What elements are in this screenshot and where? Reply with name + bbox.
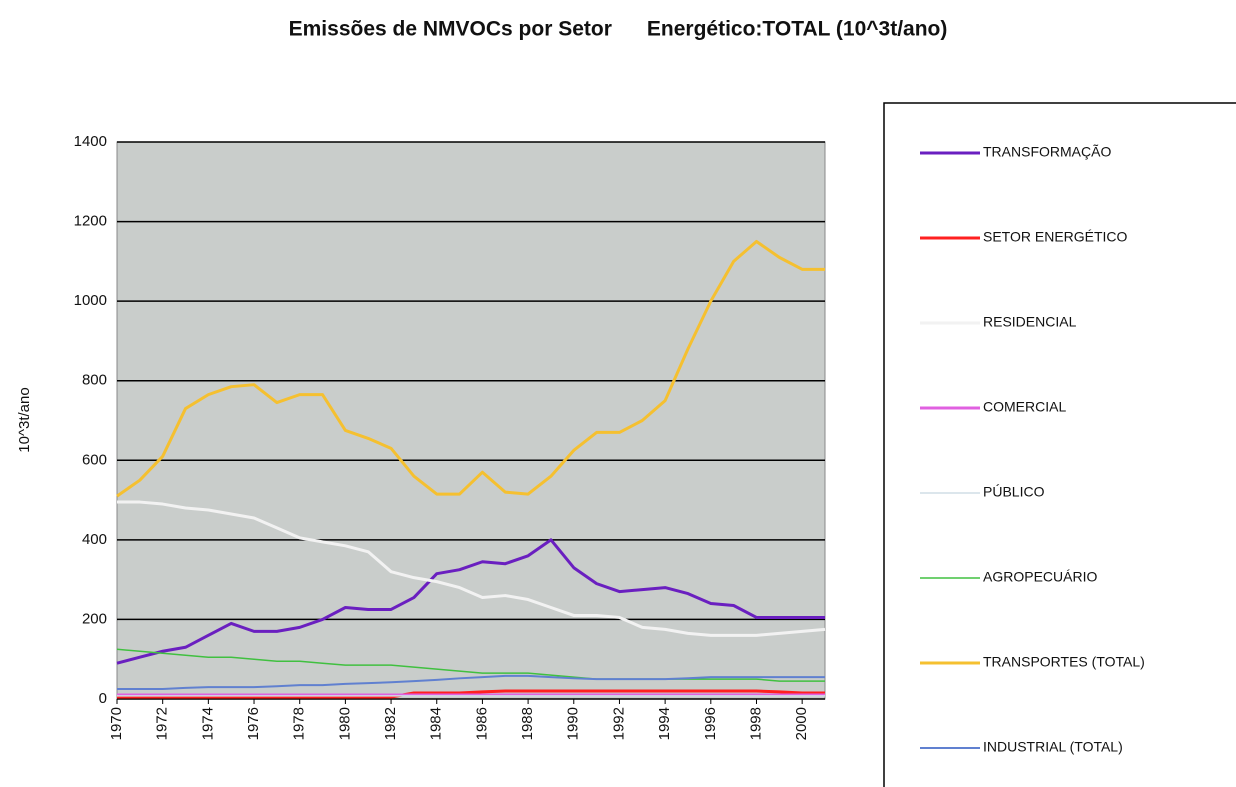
series-line [116,538,825,665]
x-tick-label: 2000 [793,707,810,740]
x-tick-label: 1988 [519,707,536,740]
legend-label: RESIDENCIAL [983,314,1077,330]
series-line [117,500,826,637]
y-tick-label: 1200 [74,213,107,230]
x-tick-label: 1982 [382,707,399,740]
y-tick-label: 400 [82,531,107,548]
series-line [116,239,825,498]
x-tick-label: 1996 [702,707,719,740]
legend-label: TRANSPORTES (TOTAL) [983,654,1145,670]
y-tick-label: 600 [82,451,107,468]
x-tick-label: 1984 [428,707,445,740]
x-tick-label: 1970 [108,707,125,740]
legend-label: SETOR ENERGÉTICO [983,229,1128,245]
y-tick-label: 0 [99,690,107,707]
legend-label: PÚBLICO [983,484,1045,500]
series-line [116,648,825,682]
x-tick-label: 1992 [610,707,627,740]
legend-label: TRANSFORMAÇÃO [983,144,1111,160]
legend-label: INDUSTRIAL (TOTAL) [983,739,1123,755]
x-tick-label: 1990 [565,707,582,740]
series-line [117,689,825,699]
y-tick-label: 1000 [74,292,107,309]
x-tick-label: 1980 [336,707,353,740]
x-tick-label: 1972 [154,707,171,740]
x-tick-label: 1998 [747,707,764,740]
x-tick-label: 1986 [473,707,490,740]
y-tick-label: 200 [82,610,107,627]
chart-title: Emissões de NMVOCs por Setor Energético:… [289,18,948,41]
y-tick-label: 1400 [74,133,107,150]
x-tick-label: 1978 [291,707,308,740]
legend-box [883,102,1236,787]
plot-area [116,141,826,700]
series-line [117,674,825,691]
x-tick-label: 1994 [656,707,673,740]
legend-label: AGROPECUÁRIO [983,569,1097,585]
y-tick-label: 800 [82,372,107,389]
x-tick-label: 1974 [199,707,216,740]
x-tick-label: 1976 [245,707,262,740]
y-axis-label: 10^3t/ano [16,387,33,452]
legend-label: COMERCIAL [983,399,1066,415]
